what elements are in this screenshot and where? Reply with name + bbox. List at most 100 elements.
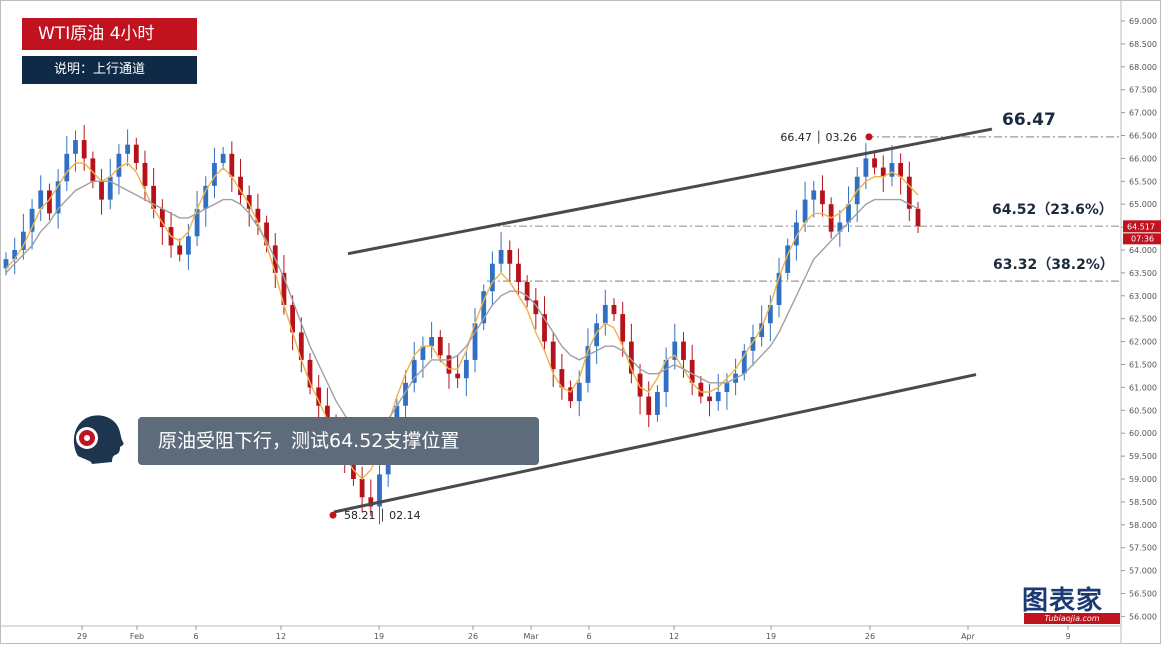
candle-body xyxy=(411,359,417,383)
y-tick-label: 68.000 xyxy=(1129,63,1157,72)
x-tick-label: Mar xyxy=(523,632,539,641)
candle-body xyxy=(298,332,304,360)
candle-body xyxy=(316,387,322,406)
x-tick-label: 12 xyxy=(669,632,679,641)
candle-body xyxy=(324,405,330,425)
y-tick-label: 59.500 xyxy=(1129,452,1157,461)
candle-body xyxy=(802,199,808,223)
candle-body xyxy=(264,222,269,246)
x-tick-label: Apr xyxy=(961,632,976,641)
candle-body xyxy=(863,158,869,177)
y-tick-label: 66.000 xyxy=(1129,154,1157,163)
y-tick-label: 68.500 xyxy=(1129,40,1157,49)
y-tick-label: 61.000 xyxy=(1129,383,1157,392)
x-tick-label: 6 xyxy=(193,632,198,641)
candle-body xyxy=(663,359,669,392)
candle-body xyxy=(107,176,113,200)
y-tick-label: 56.000 xyxy=(1129,612,1157,621)
y-tick-label: 69.000 xyxy=(1129,17,1157,26)
candle-body xyxy=(238,176,243,196)
candle-body xyxy=(611,304,617,315)
x-tick-label: 19 xyxy=(766,632,776,641)
x-tick-label: Feb xyxy=(130,632,144,641)
candle-body xyxy=(915,208,921,227)
candle-body xyxy=(159,208,165,228)
current-time-label: 07:36 xyxy=(1131,234,1154,243)
analysis-callout: 原油受阻下行，测试64.52支撑位置 xyxy=(138,417,539,465)
x-tick-label: 26 xyxy=(468,632,478,641)
y-tick-label: 57.500 xyxy=(1129,544,1157,553)
candle-body xyxy=(507,250,513,264)
candle-body xyxy=(785,245,791,273)
candle-body xyxy=(463,359,469,379)
candle-body xyxy=(646,396,652,415)
candle-body xyxy=(29,208,35,232)
candle-body xyxy=(151,185,157,209)
candle-body xyxy=(698,382,704,397)
channel-lower-line xyxy=(333,373,977,514)
current-price-label: 64.517 xyxy=(1127,222,1155,231)
candle-body xyxy=(516,263,521,283)
candle-body xyxy=(246,195,252,209)
logo-text: 图表家 xyxy=(1022,586,1104,616)
candle-body xyxy=(490,263,495,292)
y-tick-label: 61.500 xyxy=(1129,361,1157,370)
candle-body xyxy=(559,369,565,388)
y-tick-label: 65.000 xyxy=(1129,200,1157,209)
candle-body xyxy=(776,272,782,305)
candle-body xyxy=(846,204,851,223)
candle-body xyxy=(628,341,634,374)
y-tick-label: 63.500 xyxy=(1129,269,1157,278)
candle-body xyxy=(672,341,678,360)
y-tick-label: 67.500 xyxy=(1129,86,1157,95)
candle-body xyxy=(12,250,18,260)
candle-body xyxy=(820,190,825,205)
candle-body xyxy=(64,153,70,182)
y-tick-label: 60.000 xyxy=(1129,429,1157,438)
candle-body xyxy=(99,181,104,200)
candle-body xyxy=(38,190,44,209)
y-tick-label: 66.500 xyxy=(1129,132,1157,141)
low-marker xyxy=(329,511,337,519)
candle-body xyxy=(446,355,452,374)
y-tick-label: 56.500 xyxy=(1129,590,1157,599)
candle-body xyxy=(811,190,817,200)
candle-body xyxy=(20,231,26,250)
candle-body xyxy=(724,382,730,392)
candle-body xyxy=(290,304,296,333)
candle-body xyxy=(889,162,895,177)
x-tick-label: 26 xyxy=(865,632,875,641)
chart-title: WTI原油 4小时 xyxy=(22,18,197,50)
ma_slow-line xyxy=(5,180,919,439)
candle-body xyxy=(203,185,209,209)
level-label: 64.52（23.6%） xyxy=(992,202,1113,218)
candle-body xyxy=(880,167,886,177)
candle-body xyxy=(420,346,426,360)
candle-body xyxy=(898,162,904,177)
candle-body xyxy=(715,391,721,402)
candle-body xyxy=(116,153,122,177)
candle-body xyxy=(472,323,478,360)
brand-logo: 图表家 Tubiaojia.com xyxy=(1020,580,1128,626)
candle-body xyxy=(177,245,183,255)
candle-body xyxy=(524,282,530,301)
candle-body xyxy=(437,337,443,356)
candle-body xyxy=(741,350,747,374)
candle-body xyxy=(585,346,591,383)
high-marker xyxy=(865,133,873,141)
y-tick-label: 62.000 xyxy=(1129,338,1157,347)
y-tick-label: 58.500 xyxy=(1129,498,1157,507)
candle-body xyxy=(229,153,235,177)
y-tick-label: 63.000 xyxy=(1129,292,1157,301)
candle-body xyxy=(533,300,539,315)
candle-body xyxy=(759,323,765,338)
candle-body xyxy=(576,382,582,402)
candle-body xyxy=(133,144,139,163)
candle-body xyxy=(255,208,261,223)
candle-body xyxy=(377,474,382,507)
candle-body xyxy=(3,259,9,269)
candle-body xyxy=(689,359,695,383)
analyst-head-icon xyxy=(73,415,124,464)
candle-body xyxy=(620,314,626,342)
